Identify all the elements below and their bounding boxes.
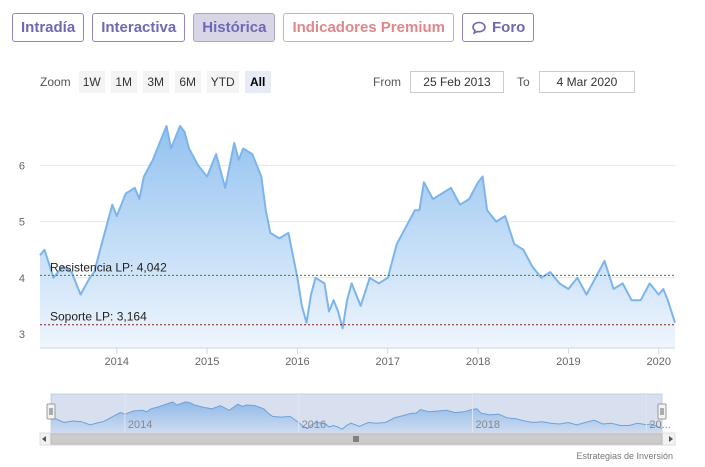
- from-label: From: [373, 75, 401, 89]
- axes: 3 4 5 6 2014 2015 2016 2017 2018 2019 2020: [19, 160, 675, 368]
- chat-bubble-icon: [472, 21, 486, 34]
- view-tabs: Intradía Interactiva Histórica Indicador…: [12, 13, 535, 42]
- annotations: Resistencia LP: 4,042 Soporte LP: 3,164: [40, 260, 675, 326]
- to-date-input[interactable]: 4 Mar 2020: [539, 71, 635, 93]
- handle-body: [657, 403, 667, 420]
- tab-historica[interactable]: Histórica: [193, 13, 276, 42]
- y-tick-label: 4: [19, 273, 25, 285]
- zoom-1m-button[interactable]: 1M: [110, 71, 137, 93]
- grid: [40, 164, 675, 335]
- scrollbar-thumb: [50, 433, 663, 445]
- series-area-fill: [40, 126, 675, 348]
- navigator-line: [50, 401, 663, 430]
- zoom-bar: Zoom 1W 1M 3M 6M YTD All: [40, 70, 277, 94]
- resistance-label: Resistencia LP: 4,042: [50, 260, 167, 274]
- navigator-frame: [50, 393, 663, 433]
- navigator-tick-label: 20...: [649, 419, 670, 431]
- handle-body: [46, 403, 56, 420]
- tab-label: Indicadores Premium: [292, 19, 445, 36]
- navigator-tick-label: 2014: [128, 419, 152, 431]
- x-tick-label: 2016: [285, 356, 309, 368]
- navigator-left-handle[interactable]: [46, 403, 56, 420]
- scrollbar-track: [39, 432, 676, 446]
- x-tick-label: 2014: [105, 356, 129, 368]
- zoom-6m-button[interactable]: 6M: [174, 71, 201, 93]
- chart-credit: Estrategias de Inversión: [576, 451, 673, 461]
- y-tick-label: 3: [19, 329, 25, 341]
- zoom-3m-button[interactable]: 3M: [142, 71, 169, 93]
- scrollbar[interactable]: [39, 432, 676, 446]
- navigator-area: [51, 401, 662, 432]
- to-label: To: [517, 75, 530, 89]
- scroll-left-arrow-icon: [42, 436, 46, 442]
- x-tick-label: 2015: [195, 356, 219, 368]
- tab-label: Interactiva: [101, 19, 177, 36]
- x-tick-label: 2020: [646, 356, 670, 368]
- tab-label: Foro: [492, 19, 526, 36]
- series-line: [39, 125, 676, 330]
- series-area: [39, 125, 676, 348]
- zoom-label: Zoom: [40, 75, 71, 89]
- y-tick-label: 6: [19, 160, 25, 172]
- x-tick-label: 2017: [376, 356, 400, 368]
- zoom-ytd-button[interactable]: YTD: [206, 71, 239, 93]
- tab-label: Intradía: [21, 19, 76, 36]
- y-tick-label: 5: [19, 217, 25, 229]
- navigator-right-handle[interactable]: [657, 403, 667, 420]
- navigator-selection: [51, 394, 662, 432]
- tab-label: Histórica: [202, 19, 267, 36]
- tab-interactiva[interactable]: Interactiva: [92, 13, 186, 42]
- navigator-tick-label: 2018: [476, 419, 500, 431]
- x-tick-label: 2018: [466, 356, 490, 368]
- support-label: Soporte LP: 3,164: [50, 310, 147, 324]
- tab-intradia[interactable]: Intradía: [12, 13, 85, 42]
- zoom-1w-button[interactable]: 1W: [78, 71, 105, 93]
- tab-foro[interactable]: Foro: [462, 13, 535, 42]
- from-date-input[interactable]: 25 Feb 2013: [410, 71, 504, 93]
- zoom-all-button[interactable]: All: [244, 71, 271, 93]
- scroll-right-arrow-icon: [669, 436, 673, 442]
- x-tick-label: 2019: [556, 356, 580, 368]
- navigator: 2014 2016 2018 20...: [39, 393, 676, 446]
- tab-indicadores-premium[interactable]: Indicadores Premium: [283, 13, 454, 42]
- navigator-tick-label: 2016: [302, 419, 326, 431]
